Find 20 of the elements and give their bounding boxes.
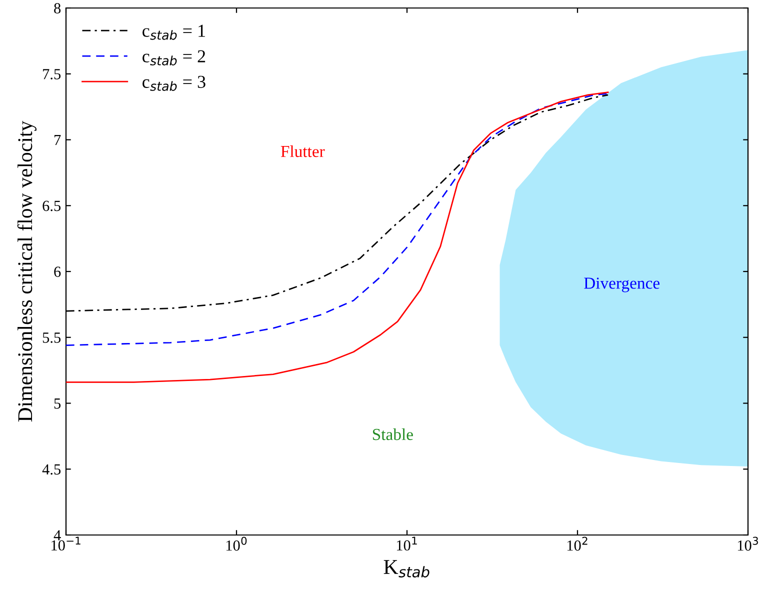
y-tick-label: 8 xyxy=(54,3,61,14)
y-tick-label: 5.5 xyxy=(42,332,61,343)
x-tick-label: 10$^{2}$ xyxy=(567,536,588,551)
legend-label: c$_{stab}$ = 1 xyxy=(142,24,205,40)
y-tick-label: 5 xyxy=(54,398,61,409)
x-tick-label: 10$^{0}$ xyxy=(226,536,247,551)
x-tick-label: 10$^{3}$ xyxy=(738,536,758,551)
y-tick-label: 6.5 xyxy=(42,200,61,212)
legend-label: c$_{stab}$ = 3 xyxy=(142,76,206,91)
x-axis-title: K$_{stab}$ xyxy=(384,560,430,578)
annotation: Divergence xyxy=(584,278,660,292)
annotation: Flutter xyxy=(280,145,325,158)
y-tick-label: 4.5 xyxy=(42,464,61,475)
y-tick-label: 6 xyxy=(54,266,61,277)
y-axis-title: Dimensionless critical flow velocity xyxy=(17,120,36,422)
y-tick-label: 7.5 xyxy=(43,69,61,80)
x-tick-label: 10$^{1}$ xyxy=(396,536,417,551)
y-tick-label: 7 xyxy=(54,135,61,146)
legend-label: c$_{stab}$ = 2 xyxy=(142,50,206,66)
annotation: Stable xyxy=(372,428,413,440)
